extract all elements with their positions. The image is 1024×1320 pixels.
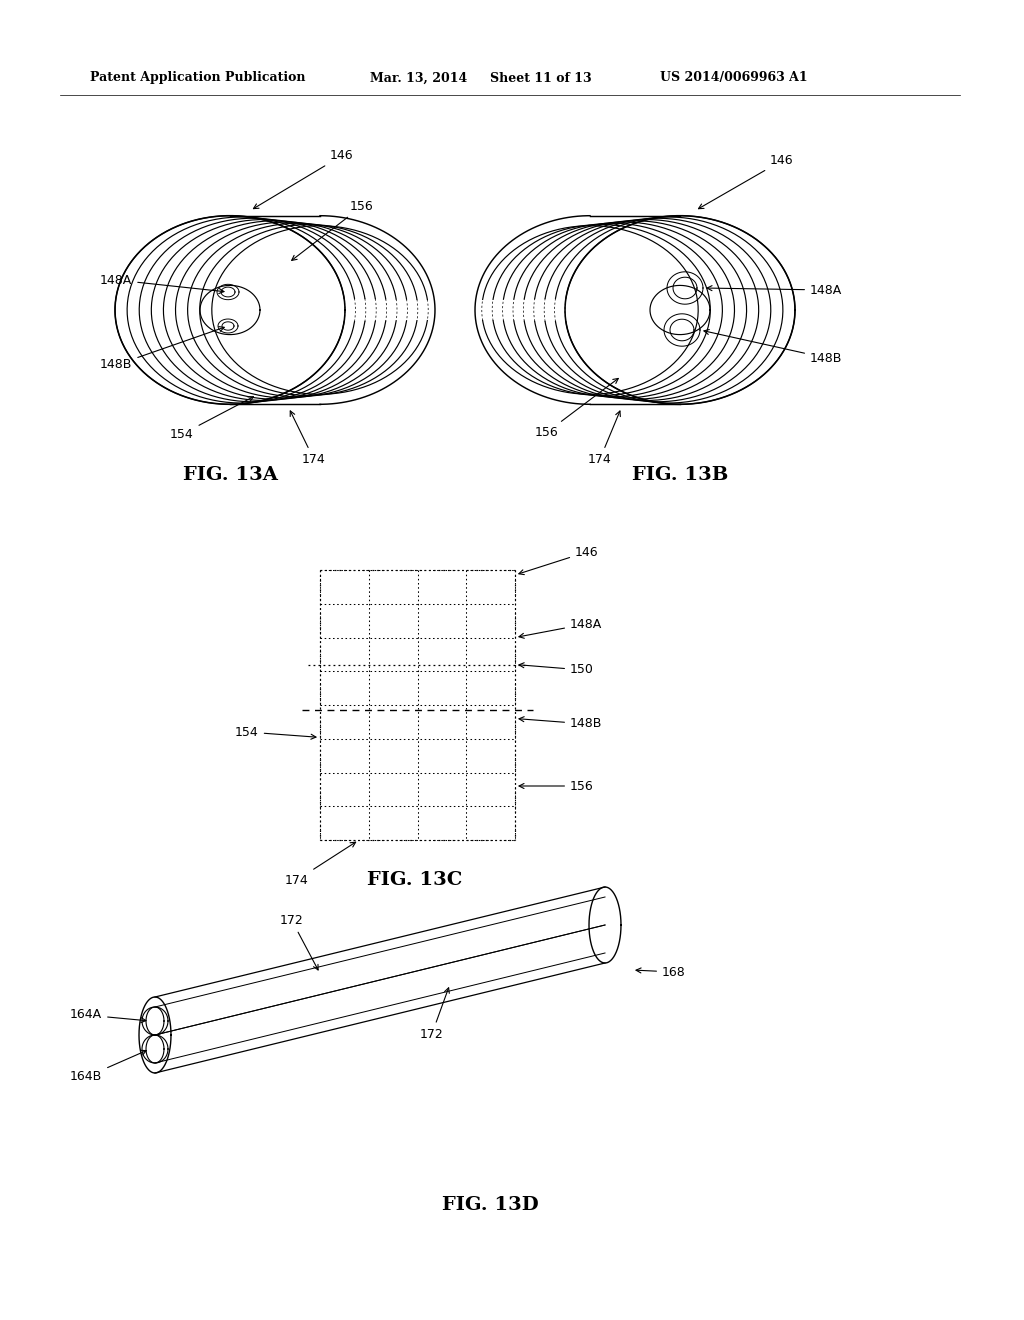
Text: 156: 156 bbox=[292, 199, 374, 260]
Text: Patent Application Publication: Patent Application Publication bbox=[90, 71, 305, 84]
Text: 148B: 148B bbox=[100, 326, 224, 371]
Text: Sheet 11 of 13: Sheet 11 of 13 bbox=[490, 71, 592, 84]
Text: 174: 174 bbox=[285, 842, 355, 887]
Text: 174: 174 bbox=[290, 411, 326, 466]
Text: 172: 172 bbox=[280, 913, 318, 970]
Text: 146: 146 bbox=[254, 149, 353, 209]
Text: 146: 146 bbox=[698, 154, 794, 209]
Text: 148B: 148B bbox=[519, 717, 602, 730]
Text: FIG. 13D: FIG. 13D bbox=[441, 1196, 539, 1214]
Text: FIG. 13B: FIG. 13B bbox=[632, 466, 728, 484]
Text: 148A: 148A bbox=[100, 273, 224, 293]
Text: 164A: 164A bbox=[70, 1008, 146, 1023]
Text: 154: 154 bbox=[234, 726, 316, 739]
Text: 156: 156 bbox=[519, 780, 594, 792]
Text: 154: 154 bbox=[170, 397, 253, 441]
Text: FIG. 13C: FIG. 13C bbox=[368, 871, 463, 888]
Text: Mar. 13, 2014: Mar. 13, 2014 bbox=[370, 71, 467, 84]
Text: 148B: 148B bbox=[703, 330, 843, 364]
Text: FIG. 13A: FIG. 13A bbox=[182, 466, 278, 484]
Text: US 2014/0069963 A1: US 2014/0069963 A1 bbox=[660, 71, 808, 84]
Text: 168: 168 bbox=[636, 965, 686, 978]
Text: 148A: 148A bbox=[707, 284, 843, 297]
Text: 146: 146 bbox=[519, 545, 599, 574]
Text: 156: 156 bbox=[535, 379, 618, 438]
Text: 174: 174 bbox=[588, 411, 621, 466]
Text: 150: 150 bbox=[519, 663, 594, 676]
Text: 164B: 164B bbox=[70, 1051, 146, 1084]
Text: 148A: 148A bbox=[519, 618, 602, 639]
Text: 172: 172 bbox=[420, 987, 450, 1040]
